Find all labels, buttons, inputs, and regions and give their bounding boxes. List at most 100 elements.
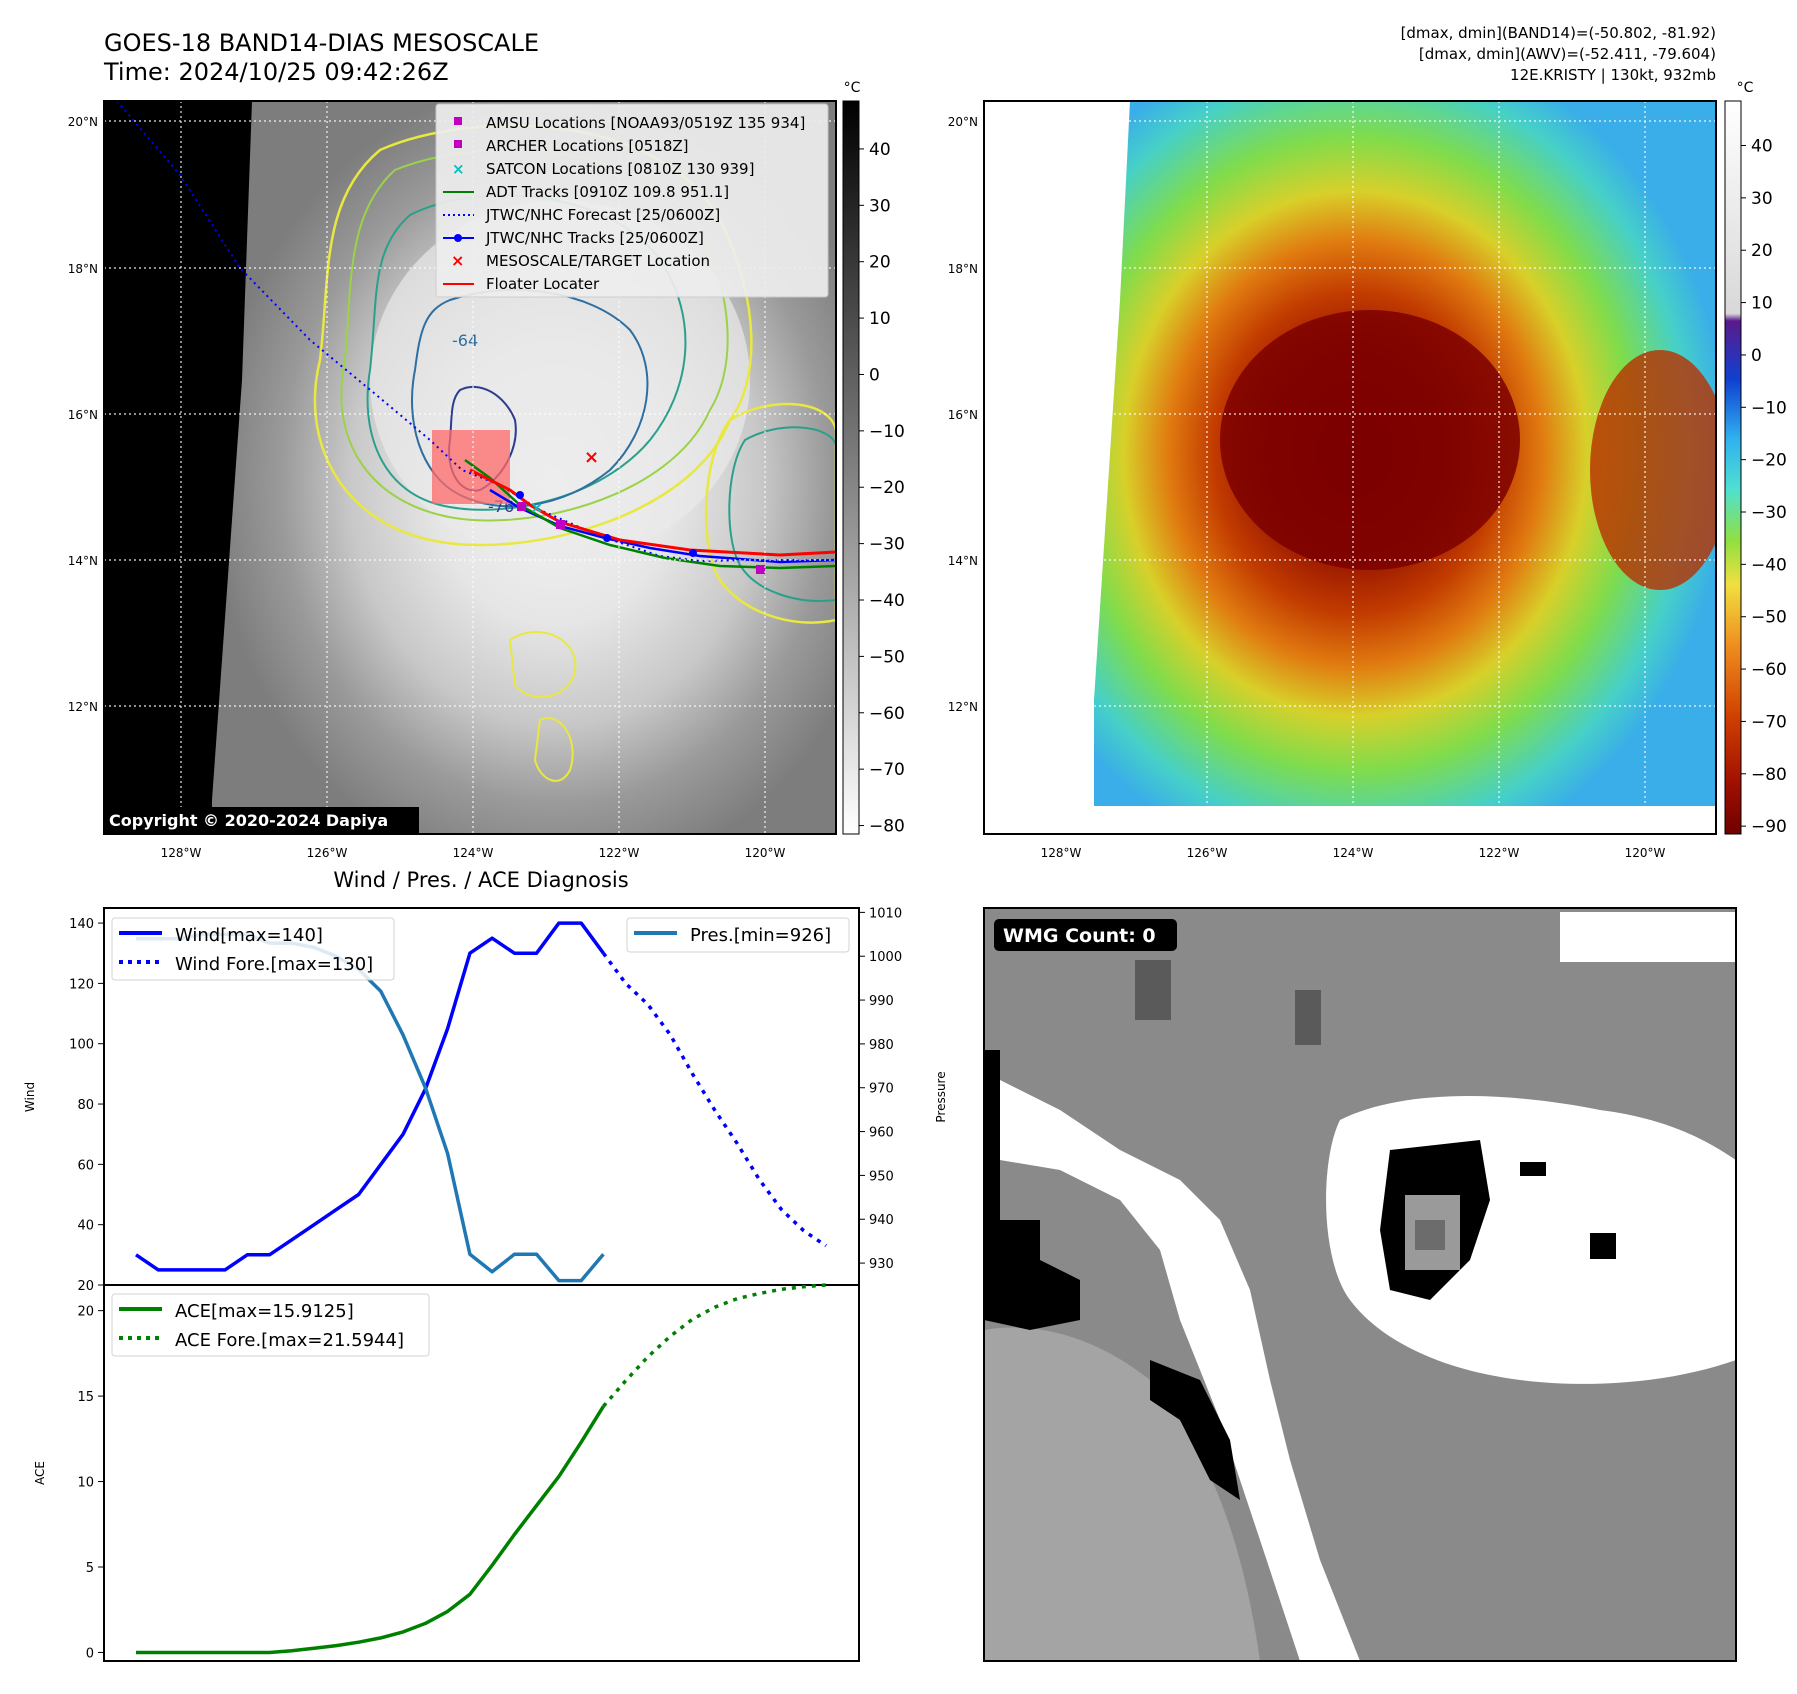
jtwc-point (689, 549, 697, 557)
awv-lon-label-128w: 128°W (1041, 846, 1082, 860)
awv-lon-label-122w: 122°W (1479, 846, 1520, 860)
wind-pressure-chart: Wind Pressure 20 40 60 80 100 120 140 930 940 95… (23, 906, 948, 1294)
lon-label-120w: 120°W (745, 846, 786, 860)
awv-eyewall (1220, 310, 1520, 570)
satcon-marker: × (530, 498, 543, 517)
colorbar-tick-label: 0 (1751, 346, 1762, 366)
colorbar-tick-label: −60 (869, 704, 905, 724)
wmg-frame (983, 907, 1737, 1662)
colorbar-tick-label: 20 (1751, 241, 1773, 261)
lon-label-122w: 122°W (599, 846, 640, 860)
colorbar-tick-label: −40 (1751, 555, 1787, 575)
ace-tick-label: 15 (77, 1390, 94, 1405)
wind-legend (111, 917, 395, 981)
colorbar-tick-label: 40 (1751, 137, 1773, 157)
ace-tick-label: 20 (77, 1305, 94, 1320)
stats-band14: [dmax, dmin](BAND14)=(-50.802, -81.92) (1401, 24, 1716, 42)
colorbar-tick-label: −70 (1751, 712, 1787, 732)
legend-adt: ADT Tracks [0910Z 109.8 951.1] (486, 183, 729, 201)
wmg-panel: WMG Count: 0 (983, 907, 1737, 1662)
diagnosis-chart-title: Wind / Pres. / ACE Diagnosis (333, 868, 628, 892)
contour-south-yellow (508, 630, 577, 698)
ace-forecast-legend-label: ACE Fore.[max=21.5944] (175, 1330, 404, 1351)
awv-colorbar-unit: °C (1737, 80, 1754, 96)
colorbar-tick-label: −50 (869, 647, 905, 667)
wind-line (135, 921, 605, 1272)
jtwc-track (489, 488, 836, 564)
wmg-light-gray-southwest (984, 1327, 1260, 1661)
wmg-dark-cell (1295, 990, 1321, 1045)
colorbar-tick-label: −10 (1751, 398, 1787, 418)
colorbar-tick-label: 0 (869, 365, 880, 385)
legend-archer: ARCHER Locations [0518Z] (486, 137, 689, 155)
lon-label-128w: 128°W (161, 846, 202, 860)
floater-track (469, 468, 836, 557)
copyright-text: Copyright © 2020-2024 Dapiya (109, 811, 388, 830)
ace-chart-series (136, 1283, 827, 1655)
wind-axis-ticks: 20 40 60 80 100 120 140 (69, 917, 104, 1294)
mesoscale-box (432, 430, 510, 504)
legend-tracks: JTWC/NHC Tracks [25/0600Z] (485, 229, 704, 247)
pressure-tick-label: 940 (869, 1213, 894, 1228)
pressure-tick-label: 980 (869, 1038, 894, 1053)
map-legend (435, 103, 829, 298)
pressure-tick-label: 950 (869, 1169, 894, 1184)
figure-time: Time: 2024/10/25 09:42:26Z (103, 58, 449, 86)
jtwc-point (516, 491, 524, 499)
wmg-dark-cell (1135, 960, 1171, 1020)
awv-colorbar-ramp (1724, 100, 1742, 835)
awv-colorbar: °C 40 30 20 10 0 −10 −20 −30 −40 −50 −60 −70 −80 −90 (1724, 80, 1787, 837)
ace-tick-label: 0 (86, 1646, 94, 1661)
gray-colorbar-unit: °C (844, 80, 861, 96)
ir-map-frame (103, 100, 837, 835)
pressure-tick-label: 930 (869, 1257, 894, 1272)
amsu-marker (756, 565, 765, 574)
contour-label-64: -64 (452, 331, 478, 350)
pressure-axis-ticks: 930 940 950 960 970 980 990 1000 1010 (859, 906, 902, 1272)
awv-lat-label-14n: 14°N (948, 554, 978, 568)
legend-entries: AMSU Locations [NOAA93/0519Z 135 934] AR… (443, 114, 805, 293)
lat-label-14n: 14°N (68, 554, 98, 568)
pressure-axis-label: Pressure (934, 1071, 948, 1122)
wind-tick-label: 80 (77, 1098, 94, 1113)
ace-axis-label: ACE (33, 1461, 47, 1485)
figure-title: GOES-18 BAND14-DIAS MESOSCALE (104, 29, 539, 57)
ace-tick-label: 10 (77, 1476, 94, 1491)
archer-marker (556, 520, 565, 529)
colorbar-tick-label: −30 (1751, 503, 1787, 523)
stats-storm: 12E.KRISTY | 130kt, 932mb (1510, 66, 1716, 84)
legend-marker-target: × (451, 251, 464, 270)
wmg-black-west (984, 1050, 1080, 1330)
wmg-count-label: WMG Count: 0 (1003, 925, 1156, 947)
lat-label-16n: 16°N (68, 408, 98, 422)
colorbar-tick-label: −80 (1751, 765, 1787, 785)
awv-lon-label-120w: 120°W (1625, 846, 1666, 860)
pressure-legend-label: Pres.[min=926] (690, 925, 831, 946)
awv-map-frame (983, 100, 1717, 835)
pressure-legend (626, 917, 850, 953)
legend-marker-archer (454, 140, 462, 148)
contour-blue-64 (411, 289, 649, 508)
gray-colorbar-ramp (842, 100, 860, 835)
jtwc-point (603, 534, 611, 542)
gray-colorbar-ticks: 40 30 20 10 0 −10 −20 −30 −40 −50 −60 −70 −80 (859, 140, 905, 837)
contour-east-teal (728, 426, 836, 602)
wind-tick-label: 100 (69, 1038, 94, 1053)
copyright-box (104, 807, 419, 834)
contour-south2-yellow (533, 717, 574, 782)
stats-awv: [dmax, dmin](AWV)=(-52.411, -79.604) (1419, 45, 1716, 63)
pressure-tick-label: 970 (869, 1082, 894, 1097)
wmg-eye-center (1415, 1220, 1445, 1250)
lon-label-126w: 126°W (307, 846, 348, 860)
ace-forecast-line (602, 1283, 827, 1408)
target-marker: × (584, 447, 599, 468)
legend-marker-satcon: × (452, 160, 465, 178)
lat-label-20n: 20°N (68, 115, 98, 129)
wind-tick-label: 60 (77, 1158, 94, 1173)
pressure-tick-label: 1000 (869, 950, 902, 965)
ace-axis-ticks: 0 5 10 15 20 (77, 1305, 104, 1661)
legend-amsu: AMSU Locations [NOAA93/0519Z 135 934] (486, 114, 805, 132)
legend-floater: Floater Locater (486, 275, 600, 293)
